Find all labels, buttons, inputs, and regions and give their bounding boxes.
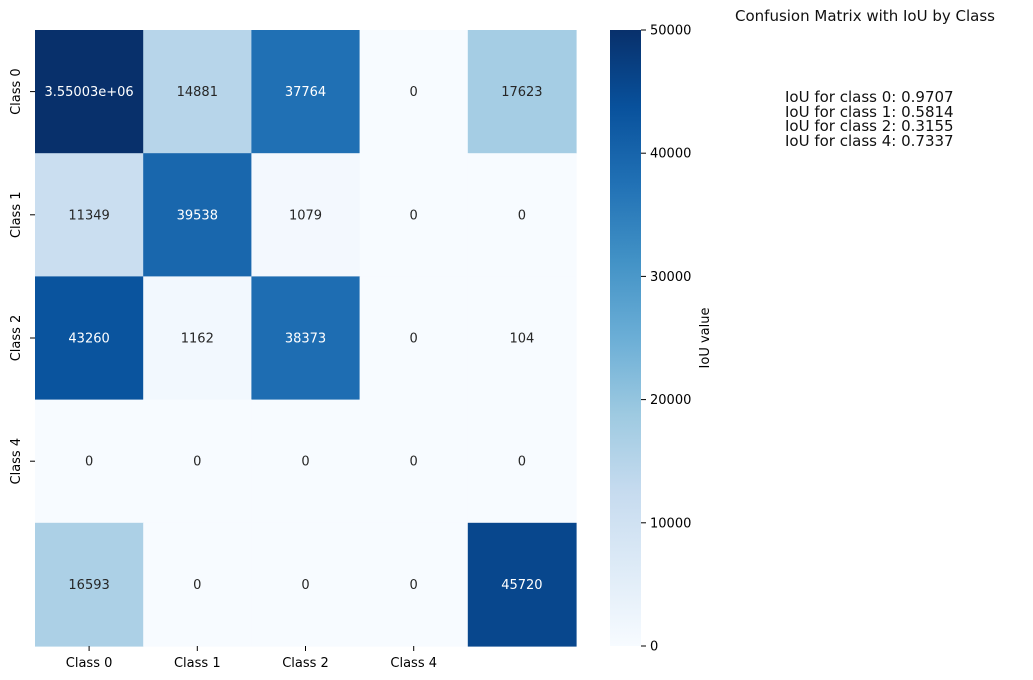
x-tick-label: Class 0 <box>66 656 113 671</box>
iou-line-class-4: IoU for class 4: 0.7337 <box>785 131 954 150</box>
heatmap-cell-r0-c3 <box>359 30 469 154</box>
chart-title: Confusion Matrix with IoU by Class <box>735 7 995 25</box>
heatmap-cell-r2-c2 <box>251 276 361 401</box>
cell-value-label: 0 <box>410 85 418 100</box>
colorbar-tick-label: 50000 <box>650 24 691 39</box>
colorbar-tick-label: 10000 <box>650 516 691 531</box>
cell-value-label: 14881 <box>177 85 218 100</box>
x-tick-label: Class 1 <box>174 656 221 671</box>
cell-value-label: 11349 <box>68 208 109 223</box>
colorbar-tick-label: 20000 <box>650 393 691 408</box>
cell-value-label: 0 <box>410 332 418 347</box>
cell-value-label: 0 <box>301 455 309 470</box>
cell-value-label: 38373 <box>285 332 326 347</box>
iou-line-class-1: IoU for class 1: 0.5814 <box>785 102 954 121</box>
cell-value-label: 0 <box>85 455 93 470</box>
heatmap-cell-r0-c2 <box>251 30 361 154</box>
heatmap-cell-r4-c1 <box>143 522 252 647</box>
cell-value-label: 39538 <box>177 208 218 223</box>
cell-value-label: 45720 <box>501 578 542 593</box>
cell-value-label: 16593 <box>68 578 109 593</box>
colorbar <box>610 30 641 646</box>
heatmap-cell-r1-c0 <box>35 153 144 277</box>
heatmap-cell-r3-c2 <box>251 399 361 524</box>
iou-line-class-2: IoU for class 2: 0.3155 <box>785 117 954 135</box>
cell-value-label: 0 <box>193 578 201 593</box>
colorbar-tick-label: 40000 <box>650 147 691 162</box>
y-tick-label: Class 1 <box>9 191 24 238</box>
heatmap-cell-r3-c0 <box>35 399 144 524</box>
heatmap-cell-r4-c3 <box>359 522 469 647</box>
iou-line-class-0: IoU for class 0: 0.9707 <box>785 88 954 106</box>
cell-value-label: 1079 <box>289 208 322 223</box>
heatmap-cell-r2-c4 <box>467 276 577 401</box>
heatmap-cell-r1-c3 <box>359 153 469 277</box>
heatmap-cell-r2-c3 <box>359 276 469 401</box>
heatmap-cell-r3-c1 <box>143 399 252 524</box>
cell-value-label: 17623 <box>501 85 542 100</box>
cell-value-label: 104 <box>509 332 534 347</box>
heatmap-cell-r1-c4 <box>467 153 577 277</box>
heatmap-cell-r1-c1 <box>143 153 252 277</box>
cell-value-label: 43260 <box>68 332 109 347</box>
cell-value-label: 0 <box>410 578 418 593</box>
heatmap-cell-r3-c3 <box>359 399 469 524</box>
heatmap-cell-r0-c1 <box>143 30 252 154</box>
cell-value-label: 37764 <box>285 85 326 100</box>
colorbar-tick-label: 0 <box>650 640 658 655</box>
cell-value-label: 0 <box>518 208 526 223</box>
y-tick-label: Class 0 <box>9 68 24 115</box>
heatmap-cell-r3-c4 <box>467 399 577 524</box>
cell-value-label: 3.55003e+06 <box>44 85 133 100</box>
heatmap-cell-r0-c0 <box>35 30 144 154</box>
y-tick-label: Class 4 <box>9 438 24 485</box>
heatmap-cell-r4-c0 <box>35 522 144 647</box>
cell-value-label: 0 <box>301 578 309 593</box>
cell-value-label: 0 <box>410 455 418 470</box>
cell-value-label: 0 <box>410 208 418 223</box>
heatmap-cell-r0-c4 <box>467 30 577 154</box>
heatmap-cell-r2-c1 <box>143 276 252 401</box>
colorbar-tick-label: 30000 <box>650 270 691 285</box>
heatmap-cell-r1-c2 <box>251 153 361 277</box>
x-tick-label: Class 2 <box>282 656 329 671</box>
y-tick-label: Class 2 <box>9 315 24 362</box>
heatmap-cell-r4-c4 <box>467 522 577 647</box>
cell-value-label: 1162 <box>181 332 214 347</box>
heatmap-cell-r2-c0 <box>35 276 144 401</box>
x-tick-label: Class 4 <box>390 656 437 671</box>
colorbar-label: IoU value <box>698 308 713 369</box>
heatmap-cell-r4-c2 <box>251 522 361 647</box>
iou-summary: IoU for class 0: 0.9707 IoU for class 1:… <box>785 90 954 148</box>
cell-value-label: 0 <box>193 455 201 470</box>
cell-value-label: 0 <box>518 455 526 470</box>
